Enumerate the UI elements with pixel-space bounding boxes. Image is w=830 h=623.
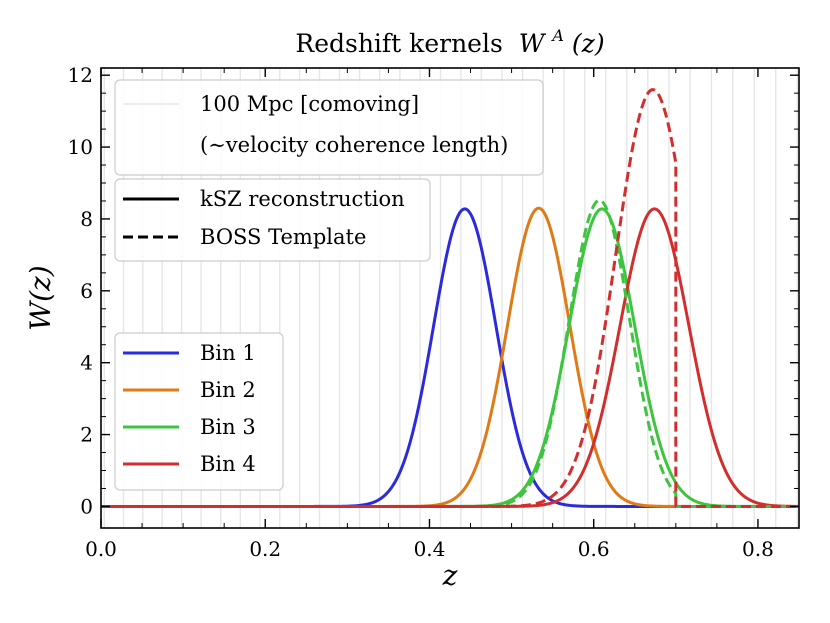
y-axis-label: W(z) <box>24 265 57 330</box>
bin-legend-box <box>114 332 284 491</box>
curve-bin-4-dashed <box>101 88 799 508</box>
style-legend-dashed-label: BOSS Template <box>200 225 366 249</box>
kernel-curves <box>101 88 799 508</box>
y-tick-label: 0 <box>80 494 93 518</box>
title-main: Redshift kernels <box>295 29 502 58</box>
guide-legend-line1: 100 Mpc [comoving] <box>200 92 419 116</box>
plot-frame <box>100 67 800 529</box>
style-legend-box <box>114 178 431 262</box>
x-tick-label: 0.4 <box>414 537 446 561</box>
y-tick-label: 8 <box>80 207 93 231</box>
guide-legend-line2: (∼velocity coherence length) <box>200 133 508 157</box>
bin-legend-label-3: Bin 3 <box>200 415 256 439</box>
style-legend: kSZ reconstruction BOSS Template <box>114 178 431 262</box>
x-tick-label: 0.8 <box>742 537 774 561</box>
title-math-base: W <box>519 29 547 58</box>
y-tick-label: 10 <box>68 135 93 159</box>
title-math-sup: A <box>550 26 564 45</box>
bin-legend-label-2: Bin 2 <box>200 378 256 402</box>
x-tick-label: 0.0 <box>85 537 117 561</box>
x-axis-label: z <box>442 559 458 592</box>
bin-legend: Bin 1 Bin 2 Bin 3 Bin 4 <box>114 332 284 491</box>
bin-legend-label-1: Bin 1 <box>200 341 256 365</box>
axis-ticks: 0.0 0.2 0.4 0.6 0.8 0 2 4 6 8 10 12 <box>68 63 800 561</box>
y-tick-label: 12 <box>68 63 93 87</box>
x-tick-label: 0.2 <box>249 537 281 561</box>
guide-legend: 100 Mpc [comoving] (∼velocity coherence … <box>114 79 544 176</box>
chart-title: Redshift kernels W A (z) <box>295 18 604 58</box>
y-tick-label: 6 <box>80 279 93 303</box>
style-legend-solid-label: kSZ reconstruction <box>200 187 405 211</box>
y-tick-label: 4 <box>80 351 93 375</box>
y-tick-label: 2 <box>80 423 93 447</box>
guide-legend-box <box>114 79 544 176</box>
bin-legend-label-4: Bin 4 <box>200 452 256 476</box>
title-math-arg: (z) <box>572 29 605 58</box>
x-tick-label: 0.6 <box>578 537 610 561</box>
